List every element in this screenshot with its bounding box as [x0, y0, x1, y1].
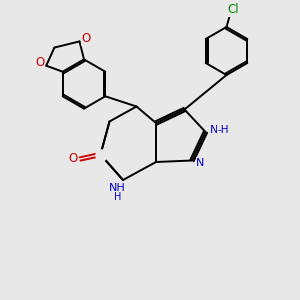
Text: N: N — [210, 124, 219, 135]
Text: H: H — [114, 191, 121, 202]
Text: N: N — [196, 158, 205, 168]
Text: -H: -H — [217, 124, 229, 135]
Text: O: O — [82, 32, 91, 46]
Text: O: O — [69, 152, 78, 165]
Text: O: O — [35, 56, 44, 69]
Text: NH: NH — [109, 183, 126, 194]
Text: Cl: Cl — [227, 3, 239, 16]
